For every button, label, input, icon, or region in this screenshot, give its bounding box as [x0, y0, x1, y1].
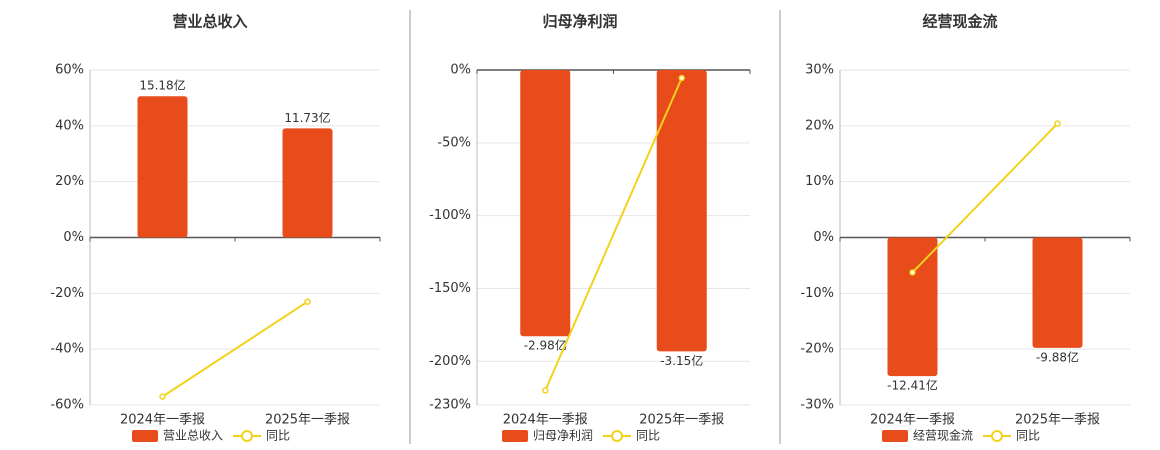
legend-swatch	[241, 430, 254, 442]
legend-label: 同比	[636, 429, 660, 443]
bar	[656, 70, 707, 352]
line	[544, 77, 683, 391]
x-tick-label: 2025年一季报	[1015, 413, 1100, 428]
y-tick-label: 10%	[805, 174, 834, 189]
data-label: 11.73亿	[284, 110, 330, 125]
legend-label: 同比	[266, 429, 290, 443]
line-point	[159, 393, 166, 400]
legend-label: 经营现金流	[913, 428, 973, 443]
data-label: -12.41亿	[887, 378, 938, 393]
y-tick-label: 20%	[805, 118, 834, 133]
line-point	[304, 298, 311, 305]
line-point	[909, 269, 916, 276]
bar	[1032, 237, 1083, 348]
legend-swatch	[132, 430, 158, 442]
chart-title: 经营现金流	[922, 13, 997, 31]
y-tick-label: -230%	[429, 398, 471, 413]
y-tick-label: 0%	[450, 63, 471, 78]
data-label: -2.98亿	[524, 338, 567, 353]
bar	[137, 96, 188, 238]
x-tick-label: 2024年一季报	[870, 413, 955, 428]
line-point	[678, 74, 685, 82]
y-tick-label: 30%	[805, 63, 834, 78]
x-tick-label: 2025年一季报	[265, 413, 350, 428]
line	[911, 122, 1059, 274]
data-label: -9.88亿	[1036, 349, 1079, 364]
y-tick-label: -20%	[800, 342, 834, 357]
y-tick-label: -200%	[429, 354, 471, 369]
y-tick-label: 20%	[55, 174, 84, 189]
chart-title: 归母净利润	[542, 13, 617, 31]
bar	[887, 237, 938, 377]
y-tick-label: -50%	[437, 135, 471, 150]
y-tick-label: 0%	[63, 230, 84, 245]
y-tick-label: 40%	[55, 118, 84, 133]
y-tick-label: -10%	[800, 286, 834, 301]
legend-swatch	[611, 430, 624, 442]
y-tick-label: 60%	[55, 63, 84, 78]
legend-label: 归母净利润	[533, 429, 593, 443]
line	[161, 300, 309, 398]
line-point	[542, 387, 549, 394]
legend-label: 同比	[1016, 429, 1040, 443]
x-tick-label: 2025年一季报	[639, 413, 724, 428]
y-tick-label: -20%	[50, 286, 84, 301]
data-label: -3.15亿	[660, 353, 703, 368]
bar	[282, 128, 333, 238]
line-point	[1054, 120, 1061, 127]
legend-swatch	[991, 430, 1004, 442]
chart: 经营现金流 -30% -20% -10% 0% 10% 20% 30% 2024年一季报 2025…	[800, 13, 1131, 443]
x-tick-label: 2024年一季报	[503, 413, 588, 428]
legend-swatch	[882, 430, 908, 442]
y-tick-label: -60%	[50, 398, 84, 413]
x-tick-label: 2024年一季报	[120, 413, 205, 428]
data-label: 15.18亿	[139, 78, 185, 93]
y-tick-label: -150%	[429, 281, 471, 296]
legend-label: 营业总收入	[163, 429, 223, 443]
chart: 归母净利润 -230% -200% -150% -100% -50% 0% 2024年一季报 2…	[429, 13, 751, 443]
chart: 营业总收入 -60% -40% -20% 0% 20% 40% 60% 2024年一季报 2025…	[50, 13, 381, 443]
y-tick-label: -100%	[429, 208, 471, 223]
y-tick-label: -30%	[800, 398, 834, 413]
chart-title: 营业总收入	[172, 13, 247, 31]
bar	[520, 70, 571, 337]
y-tick-label: -40%	[50, 342, 84, 357]
legend-swatch	[502, 430, 528, 442]
y-tick-label: 0%	[813, 230, 834, 245]
